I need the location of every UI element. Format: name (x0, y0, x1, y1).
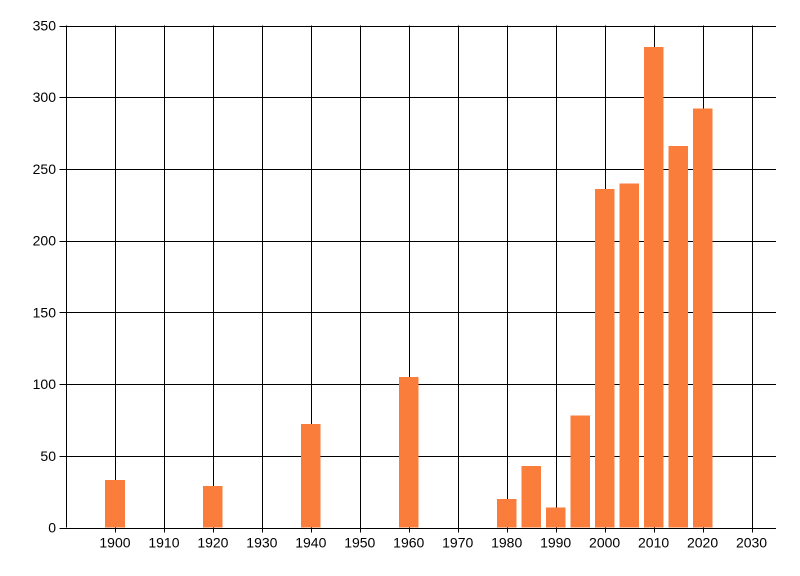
x-tick-label: 1970 (442, 535, 473, 551)
x-tick-label: 1950 (344, 535, 375, 551)
bars (105, 47, 713, 528)
y-tick-label: 150 (33, 304, 57, 320)
bar-1920 (203, 485, 223, 528)
x-tick-label: 1900 (99, 535, 130, 551)
bar-1940 (301, 424, 321, 528)
axis-labels: 0 50 100 150 200 250 300 350 1900 1910 1920 1930 194… (33, 18, 768, 551)
bar-1985 (521, 465, 541, 528)
bar-1900 (105, 480, 125, 528)
y-tick-label: 300 (33, 89, 57, 105)
bar-1995 (570, 415, 590, 528)
bar-2020 (692, 108, 713, 528)
x-tick-label: 2030 (736, 535, 767, 551)
x-tick-label: 1980 (491, 535, 522, 551)
x-tick-label: 2000 (589, 535, 620, 551)
bar-2010 (643, 47, 664, 528)
x-tick-label: 1990 (540, 535, 571, 551)
y-tick-label: 100 (33, 376, 57, 392)
y-tick-label: 350 (33, 18, 57, 34)
x-tick-label: 1930 (246, 535, 277, 551)
bar-1990 (545, 507, 566, 528)
y-tick-label: 50 (40, 448, 56, 464)
x-tick-label: 1940 (295, 535, 326, 551)
x-tick-label: 2010 (638, 535, 669, 551)
x-tick-label: 1960 (393, 535, 424, 551)
x-tick-label: 2020 (687, 535, 718, 551)
y-tick-label: 0 (48, 520, 56, 536)
x-tick-label: 1910 (148, 535, 179, 551)
y-tick-label: 200 (33, 233, 57, 249)
bar-2015 (668, 145, 688, 528)
bar-1960 (398, 376, 419, 528)
bar-1980 (496, 498, 517, 528)
bar-2005 (619, 183, 639, 528)
x-tick-label: 1920 (197, 535, 228, 551)
bar-2000 (594, 189, 615, 528)
y-tick-label: 250 (33, 161, 57, 177)
